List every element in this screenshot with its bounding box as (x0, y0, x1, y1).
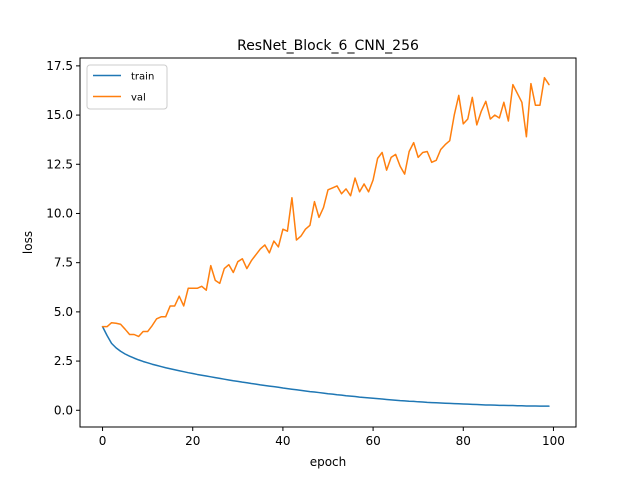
y-tick-label: 12.5 (46, 157, 73, 171)
y-axis-label: loss (21, 231, 35, 254)
y-axis-ticks: 0.0 2.5 5.0 7.5 10.0 12.5 15.0 17.5 (46, 59, 80, 417)
series-layer (101, 76, 550, 407)
chart-title: ResNet_Block_6_CNN_256 (237, 38, 419, 54)
y-tick-label: 7.5 (54, 256, 73, 270)
x-axis-ticks: 0 20 40 60 80 100 (99, 427, 565, 448)
series-line-train (101, 325, 550, 407)
legend-label-val: val (131, 93, 146, 104)
x-tick-label: 20 (185, 434, 200, 448)
axes-frame (79, 57, 577, 428)
legend-box (86, 64, 168, 110)
y-tick-label: 10.0 (46, 206, 73, 220)
y-tick-label: 2.5 (54, 354, 73, 368)
x-tick-label: 100 (542, 434, 565, 448)
series-line-val (101, 76, 550, 338)
y-tick-label: 5.0 (54, 305, 73, 319)
x-axis-label: epoch (310, 455, 347, 469)
y-tick-label: 15.0 (46, 108, 73, 122)
y-tick-label: 17.5 (46, 59, 73, 73)
x-tick-label: 60 (365, 434, 380, 448)
x-tick-label: 40 (275, 434, 290, 448)
x-tick-label: 0 (99, 434, 107, 448)
legend: train val (86, 64, 168, 110)
legend-label-train: train (131, 72, 154, 83)
x-tick-label: 80 (456, 434, 471, 448)
y-tick-label: 0.0 (54, 403, 73, 417)
plot-area (80, 58, 576, 427)
